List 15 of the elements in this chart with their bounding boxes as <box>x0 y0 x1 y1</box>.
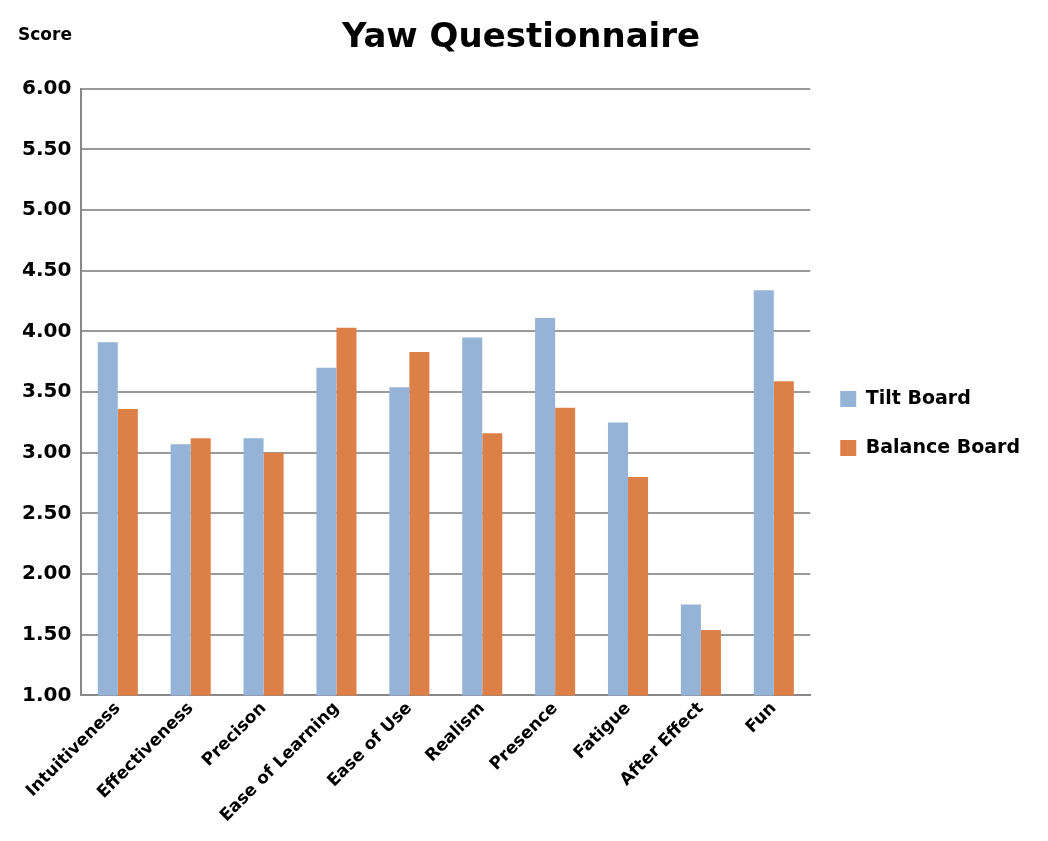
y-tick-label: 1.50 <box>21 620 72 645</box>
legend-label: Tilt Board <box>865 385 971 408</box>
y-tick-label: 4.50 <box>21 256 72 281</box>
y-tick-label: 2.50 <box>21 499 72 524</box>
y-tick-label: 3.50 <box>21 378 72 403</box>
y-axis-title: Score <box>18 24 72 45</box>
chart-title: Yaw Questionnaire <box>340 15 701 56</box>
y-tick-label: 6.00 <box>21 75 72 99</box>
y-tick-label: 5.50 <box>21 135 72 160</box>
y-tick-label: 2.00 <box>21 560 72 585</box>
legend-label: Balance Board <box>865 434 1021 457</box>
y-tick-label: 5.00 <box>21 196 72 221</box>
y-tick-label: 3.00 <box>21 438 72 463</box>
y-tick-label: 4.00 <box>21 317 72 342</box>
y-tick-label: 1.00 <box>21 681 72 706</box>
